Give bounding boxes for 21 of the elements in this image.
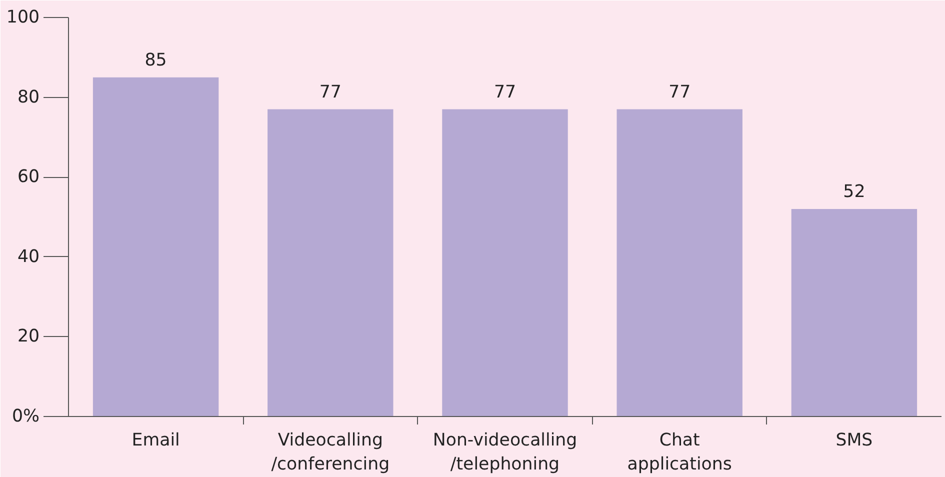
y-tick-label: 100 xyxy=(6,8,40,28)
x-tick-label: Email xyxy=(132,430,180,450)
data-label: 77 xyxy=(668,82,691,102)
bar xyxy=(442,109,568,416)
y-tick-label: 20 xyxy=(17,326,40,347)
bar xyxy=(791,209,918,416)
x-tick-label: Non-videocalling /telephoning xyxy=(432,430,578,474)
bar xyxy=(616,109,742,416)
y-tick-label: 60 xyxy=(17,167,40,188)
x-tick-label: Videocalling /conferencing xyxy=(271,430,390,474)
data-label: 85 xyxy=(144,50,167,70)
y-tick-label: 0% xyxy=(12,406,40,426)
bar xyxy=(268,109,394,416)
data-label: 77 xyxy=(319,82,342,102)
data-label: 52 xyxy=(843,182,866,202)
y-tick-label: 80 xyxy=(17,87,40,108)
bar xyxy=(92,77,219,416)
y-tick-label: 40 xyxy=(17,246,40,267)
x-tick-label: Chat applications xyxy=(627,430,732,474)
data-label: 77 xyxy=(494,82,516,102)
x-tick-label: SMS xyxy=(836,430,873,450)
